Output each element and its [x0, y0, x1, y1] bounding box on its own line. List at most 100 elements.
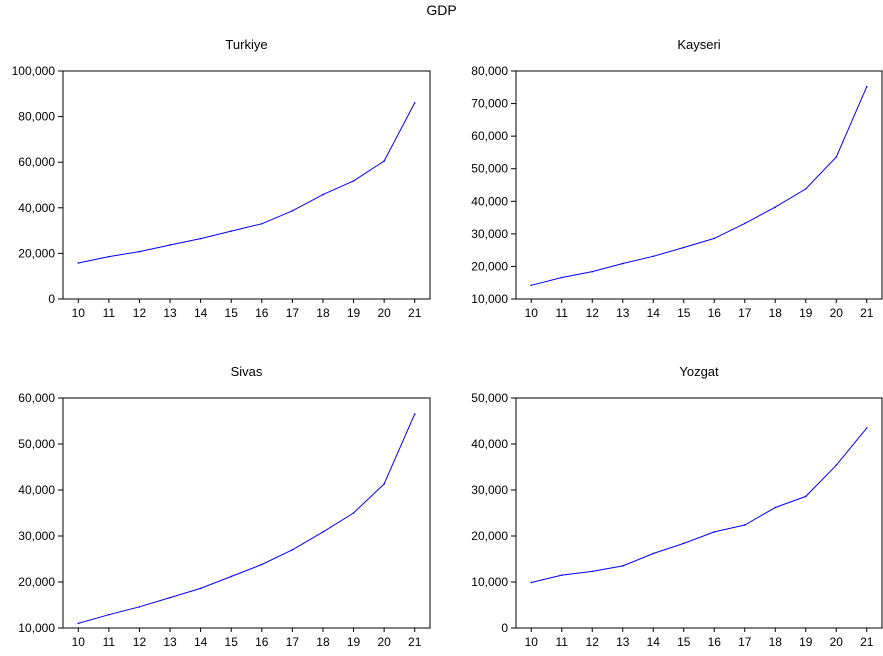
y-tick-label-sivas: 20,000: [18, 575, 55, 589]
x-tick-label-yozgat: 21: [860, 635, 874, 649]
x-tick-label-turkiye: 10: [72, 306, 86, 320]
x-tick-label-sivas: 12: [133, 635, 147, 649]
y-tick-label-sivas: 50,000: [18, 437, 55, 451]
y-tick-label-yozgat: 10,000: [471, 575, 508, 589]
series-line-sivas: [78, 413, 416, 624]
data-point-turkiye: [199, 237, 202, 240]
x-tick-label-kayseri: 14: [647, 306, 661, 320]
x-tick-label-yozgat: 16: [708, 635, 722, 649]
data-point-sivas: [260, 563, 263, 566]
x-tick-label-sivas: 21: [408, 635, 422, 649]
x-tick-label-turkiye: 15: [225, 306, 239, 320]
x-tick-label-kayseri: 20: [830, 306, 844, 320]
data-point-kayseri: [652, 255, 655, 258]
x-tick-label-sivas: 15: [225, 635, 239, 649]
y-tick-label-kayseri: 10,000: [471, 292, 508, 306]
y-tick-label-kayseri: 70,000: [471, 97, 508, 111]
x-tick-label-yozgat: 20: [830, 635, 844, 649]
chart-turkiye: Turkiye 0 20,000 40,000 60,000 80,000 100,000 1…: [12, 37, 431, 320]
x-tick-label-sivas: 11: [103, 635, 116, 649]
x-tick-label-kayseri: 18: [769, 306, 783, 320]
x-tick-label-sivas: 19: [347, 635, 361, 649]
x-tick-label-yozgat: 15: [677, 635, 691, 649]
chart-yozgat: Yozgat 0 10,000 20,000 30,000 40,000 50,000 10 1…: [471, 364, 883, 649]
data-point-kayseri: [560, 276, 563, 279]
plot-frame-yozgat: [515, 397, 883, 629]
y-tick-label-kayseri: 50,000: [471, 162, 508, 176]
x-tick-label-sivas: 16: [255, 635, 269, 649]
data-point-kayseri: [621, 262, 624, 265]
x-tick-label-sivas: 17: [286, 635, 300, 649]
data-point-sivas: [322, 531, 324, 533]
data-point-kayseri: [835, 156, 838, 158]
x-tick-label-yozgat: 13: [616, 635, 630, 649]
chart-title-turkiye: Turkiye: [225, 37, 267, 52]
y-tick-label-turkiye: 80,000: [18, 110, 55, 124]
data-point-yozgat: [835, 464, 838, 466]
data-point-sivas: [383, 483, 385, 485]
y-tick-label-sivas: 60,000: [18, 391, 55, 405]
y-tick-label-yozgat: 30,000: [471, 483, 508, 497]
y-tick-label-yozgat: 40,000: [471, 437, 508, 451]
data-point-yozgat: [865, 427, 868, 429]
x-tick-label-yozgat: 11: [556, 635, 569, 649]
x-tick-label-yozgat: 10: [525, 635, 539, 649]
x-tick-label-turkiye: 21: [408, 306, 422, 320]
series-line-turkiye: [78, 102, 416, 264]
data-point-turkiye: [108, 255, 110, 258]
data-point-turkiye: [413, 102, 416, 104]
data-point-sivas: [352, 512, 355, 514]
figure-title: GDP: [426, 2, 457, 18]
data-point-turkiye: [352, 180, 355, 182]
y-tick-label-kayseri: 60,000: [471, 129, 508, 143]
data-point-sivas: [413, 413, 416, 415]
chart-sivas: Sivas 10,000 20,000 30,000 40,000 50,000 60,00…: [18, 364, 431, 649]
y-tick-label-kayseri: 30,000: [471, 227, 508, 241]
x-tick-label-turkiye: 20: [377, 306, 391, 320]
x-tick-label-turkiye: 11: [103, 306, 116, 320]
x-tick-label-kayseri: 13: [616, 306, 630, 320]
data-point-turkiye: [169, 244, 171, 246]
series-line-kayseri: [531, 86, 868, 286]
x-tick-label-yozgat: 18: [769, 635, 783, 649]
x-tick-label-kayseri: 19: [799, 306, 813, 320]
data-point-kayseri: [804, 188, 807, 190]
data-point-yozgat: [621, 565, 624, 567]
chart-title-yozgat: Yozgat: [679, 364, 719, 379]
data-point-turkiye: [322, 193, 324, 196]
x-tick-label-turkiye: 12: [133, 306, 147, 320]
x-tick-label-yozgat: 14: [647, 635, 661, 649]
x-tick-label-kayseri: 11: [556, 306, 569, 320]
y-tick-label-kayseri: 40,000: [471, 194, 508, 208]
x-tick-label-sivas: 18: [316, 635, 330, 649]
y-tick-label-turkiye: 20,000: [18, 246, 55, 260]
data-point-kayseri: [713, 237, 716, 240]
y-tick-label-kayseri: 20,000: [471, 259, 508, 273]
data-point-kayseri: [530, 284, 533, 287]
y-tick-label-yozgat: 0: [501, 621, 508, 635]
data-point-sivas: [108, 613, 110, 616]
y-tick-label-turkiye: 0: [48, 292, 55, 306]
x-tick-label-kayseri: 10: [525, 306, 539, 320]
data-point-yozgat: [530, 581, 533, 584]
data-point-kayseri: [682, 246, 685, 249]
data-point-yozgat: [774, 506, 777, 509]
x-tick-label-turkiye: 14: [194, 306, 208, 320]
data-point-sivas: [199, 587, 202, 590]
x-tick-label-kayseri: 15: [677, 306, 691, 320]
y-tick-label-sivas: 10,000: [18, 621, 55, 635]
chart-title-kayseri: Kayseri: [677, 37, 720, 52]
y-tick-label-sivas: 40,000: [18, 483, 55, 497]
x-tick-label-yozgat: 19: [799, 635, 813, 649]
data-point-yozgat: [591, 570, 594, 573]
data-point-sivas: [138, 606, 141, 608]
y-tick-label-yozgat: 20,000: [471, 529, 508, 543]
x-tick-label-turkiye: 13: [163, 306, 177, 320]
data-point-sivas: [291, 549, 294, 551]
y-tick-label-yozgat: 50,000: [471, 391, 508, 405]
y-tick-label-sivas: 30,000: [18, 529, 55, 543]
x-tick-label-yozgat: 12: [586, 635, 600, 649]
x-tick-label-sivas: 13: [163, 635, 177, 649]
x-tick-label-kayseri: 16: [708, 306, 722, 320]
